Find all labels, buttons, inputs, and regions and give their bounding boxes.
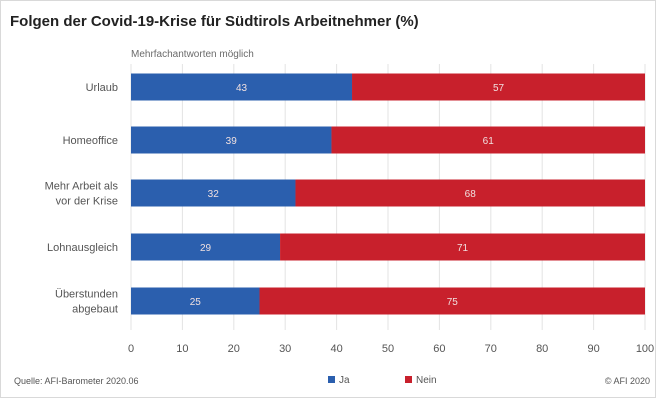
legend-swatch-nein bbox=[405, 376, 412, 383]
x-tick-label-0: 0 bbox=[128, 343, 134, 355]
category-label-2: Homeoffice bbox=[63, 135, 118, 147]
legend-label-nein: Nein bbox=[416, 375, 437, 386]
x-tick-label-30: 30 bbox=[279, 343, 291, 355]
category-label-4: Lohnausgleich bbox=[47, 242, 118, 254]
x-tick-label-50: 50 bbox=[382, 343, 394, 355]
bar-nein-2 bbox=[331, 126, 645, 154]
bar-nein-3 bbox=[295, 179, 645, 207]
bar-ja-4 bbox=[131, 233, 281, 261]
chart-subtitle: Mehrfachantworten möglich bbox=[131, 49, 254, 60]
x-tick-label-70: 70 bbox=[485, 343, 497, 355]
chart-title: Folgen der Covid-19-Krise für Südtirols … bbox=[10, 13, 419, 30]
value-label-nein-3: 68 bbox=[465, 189, 477, 200]
value-label-ja-1: 43 bbox=[236, 83, 248, 94]
bar-ja-3 bbox=[131, 179, 296, 207]
x-tick-label-20: 20 bbox=[228, 343, 240, 355]
value-label-ja-2: 39 bbox=[226, 136, 238, 147]
value-label-nein-1: 57 bbox=[493, 83, 505, 94]
x-tick-label-80: 80 bbox=[536, 343, 548, 355]
x-tick-label-60: 60 bbox=[433, 343, 445, 355]
x-tick-label-100: 100 bbox=[636, 343, 654, 355]
x-tick-label-10: 10 bbox=[176, 343, 188, 355]
legend-label-ja: Ja bbox=[339, 375, 350, 386]
category-label-1: Urlaub bbox=[86, 82, 118, 94]
bar-ja-5 bbox=[131, 287, 260, 315]
copyright-note: © AFI 2020 bbox=[605, 376, 650, 386]
category-label-3-line-2: vor der Krise bbox=[56, 196, 118, 208]
category-label-3-line-1: Mehr Arbeit als bbox=[45, 181, 119, 193]
x-tick-label-40: 40 bbox=[330, 343, 342, 355]
value-label-ja-4: 29 bbox=[200, 243, 212, 254]
value-label-nein-4: 71 bbox=[457, 243, 469, 254]
category-label-5-line-2: abgebaut bbox=[72, 304, 118, 316]
value-label-nein-2: 61 bbox=[483, 136, 495, 147]
value-label-nein-5: 75 bbox=[447, 297, 459, 308]
category-label-5-line-1: Überstunden bbox=[55, 289, 118, 301]
value-label-ja-5: 25 bbox=[190, 297, 202, 308]
bar-nein-1 bbox=[352, 73, 645, 101]
bar-nein-4 bbox=[280, 233, 645, 261]
bar-ja-2 bbox=[131, 126, 332, 154]
source-note: Quelle: AFI-Barometer 2020.06 bbox=[14, 376, 139, 386]
legend-swatch-ja bbox=[328, 376, 335, 383]
value-label-ja-3: 32 bbox=[208, 189, 220, 200]
bar-nein-5 bbox=[259, 287, 645, 315]
bar-ja-1 bbox=[131, 73, 353, 101]
x-tick-label-90: 90 bbox=[587, 343, 599, 355]
